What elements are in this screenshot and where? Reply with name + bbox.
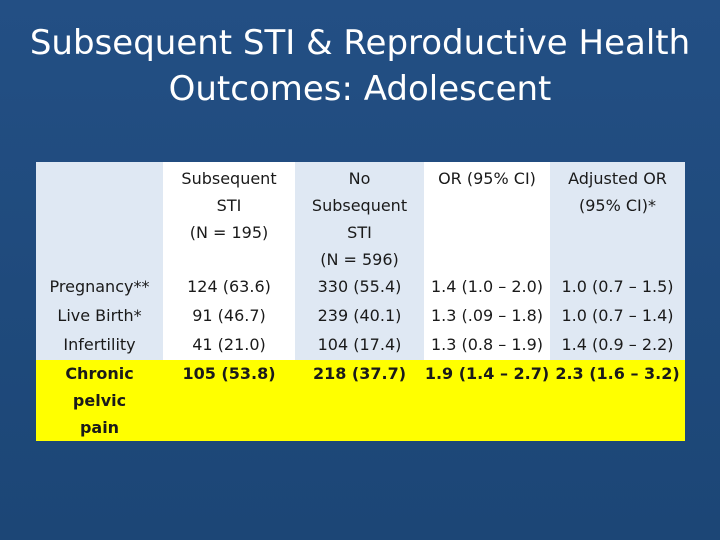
header-text: Subsequent: [181, 169, 277, 188]
header-text: (N = 596): [320, 250, 399, 269]
table-row: Infertility 41 (21.0) 104 (17.4) 1.3 (0.…: [36, 331, 685, 360]
table-row: Pregnancy** 124 (63.6) 330 (55.4) 1.4 (1…: [36, 273, 685, 302]
cell-or: 1.3 (.09 – 1.8): [424, 302, 550, 331]
outcomes-table: Subsequent STI (N = 195) No Subsequent S…: [36, 162, 685, 441]
cell-or: 1.9 (1.4 – 2.7): [424, 360, 550, 441]
cell-outcome: Infertility: [36, 331, 163, 360]
header-text: STI: [216, 196, 242, 215]
header-adjusted-or: Adjusted OR (95% CI)*: [550, 162, 685, 273]
cell-sti: 41 (21.0): [163, 331, 295, 360]
outcome-text: pain: [79, 418, 120, 437]
outcome-text: Chronic pelvic: [65, 364, 134, 410]
header-or: OR (95% CI): [424, 162, 550, 273]
header-text: (N = 195): [189, 223, 269, 242]
cell-aor: 1.0 (0.7 – 1.4): [550, 302, 685, 331]
cell-outcome: Live Birth*: [36, 302, 163, 331]
cell-outcome: Chronic pelvic pain: [36, 360, 163, 441]
header-subsequent-sti: Subsequent STI (N = 195): [163, 162, 295, 273]
header-text: STI: [347, 223, 372, 242]
cell-outcome: Pregnancy**: [36, 273, 163, 302]
header-text: (95% CI)*: [578, 196, 657, 215]
header-text: OR (95% CI): [438, 169, 536, 188]
table-row: Live Birth* 91 (46.7) 239 (40.1) 1.3 (.0…: [36, 302, 685, 331]
cell-sti: 124 (63.6): [163, 273, 295, 302]
header-text: Subsequent: [311, 196, 408, 215]
cell-no-sti: 218 (37.7): [295, 360, 424, 441]
header-text: No: [348, 169, 371, 188]
header-no-subsequent-sti: No Subsequent STI (N = 596): [295, 162, 424, 273]
cell-aor: 1.0 (0.7 – 1.5): [550, 273, 685, 302]
table-row-highlighted: Chronic pelvic pain 105 (53.8) 218 (37.7…: [36, 360, 685, 441]
cell-no-sti: 104 (17.4): [295, 331, 424, 360]
cell-no-sti: 239 (40.1): [295, 302, 424, 331]
table-header-row: Subsequent STI (N = 195) No Subsequent S…: [36, 162, 685, 273]
cell-aor: 1.4 (0.9 – 2.2): [550, 331, 685, 360]
cell-aor: 2.3 (1.6 – 3.2): [550, 360, 685, 441]
cell-sti: 91 (46.7): [163, 302, 295, 331]
slide-title: Subsequent STI & Reproductive Health Out…: [0, 20, 720, 112]
cell-no-sti: 330 (55.4): [295, 273, 424, 302]
cell-sti: 105 (53.8): [163, 360, 295, 441]
header-text: Adjusted OR: [568, 169, 667, 188]
slide-title-line-2: Outcomes: Adolescent: [168, 69, 552, 109]
cell-or: 1.4 (1.0 – 2.0): [424, 273, 550, 302]
header-outcome: [36, 162, 163, 273]
slide-title-line-1: Subsequent STI & Reproductive Health: [29, 23, 691, 63]
cell-or: 1.3 (0.8 – 1.9): [424, 331, 550, 360]
